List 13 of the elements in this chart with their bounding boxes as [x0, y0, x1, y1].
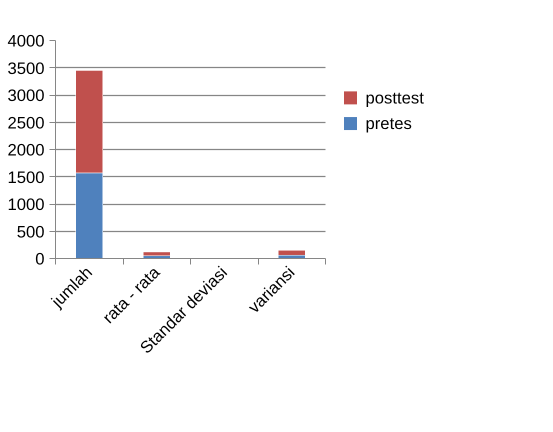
- y-tick-label: 0: [35, 250, 44, 268]
- legend-label: posttest: [366, 88, 424, 108]
- y-tick-label: 500: [16, 222, 45, 242]
- y-tick-label: 1000: [7, 195, 45, 214]
- y-tick-label: 1500: [7, 168, 45, 187]
- bar: [143, 252, 170, 256]
- y-tick-label: 3500: [7, 58, 45, 78]
- y-tick-label: 2500: [7, 113, 45, 132]
- legend-label: pretes: [366, 114, 412, 134]
- y-tick-label: 2000: [7, 140, 45, 160]
- y-tick-label: 3000: [7, 86, 45, 105]
- y-tick-label: 4000: [7, 32, 45, 50]
- bar: [278, 250, 306, 256]
